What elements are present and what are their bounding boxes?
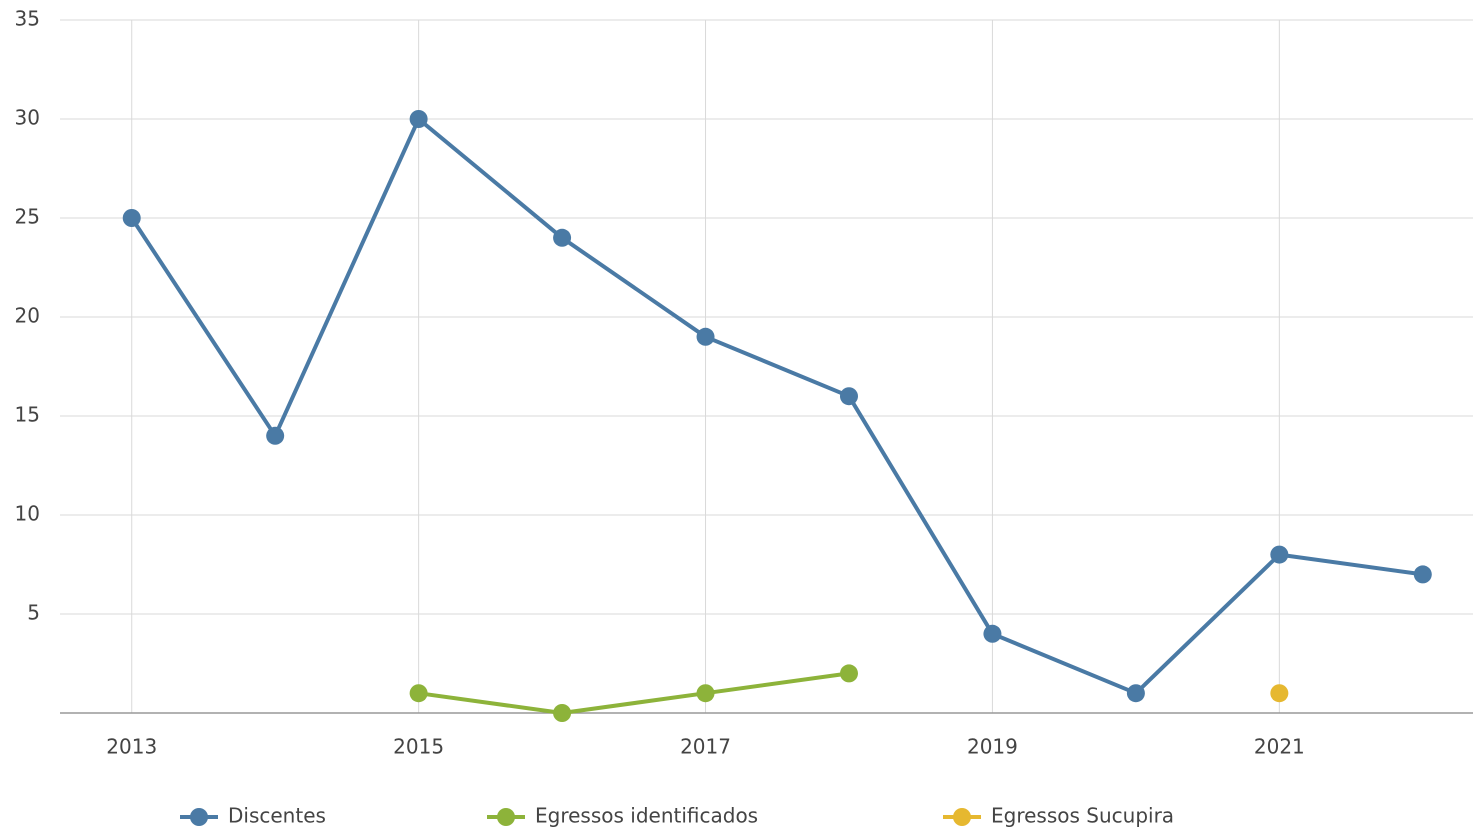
x-tick-label: 2019 bbox=[967, 735, 1018, 759]
x-tick-label: 2013 bbox=[106, 735, 157, 759]
data-point bbox=[1126, 684, 1145, 703]
y-tick-label: 20 bbox=[15, 304, 40, 328]
x-tick-label: 2015 bbox=[393, 735, 444, 759]
data-point bbox=[409, 110, 428, 128]
data-point bbox=[696, 327, 715, 346]
series-line bbox=[418, 671, 850, 715]
data-point bbox=[553, 228, 572, 247]
data-point bbox=[409, 684, 428, 703]
legend-label: Egressos identificados bbox=[535, 804, 758, 828]
data-point bbox=[1270, 545, 1289, 564]
data-point bbox=[553, 704, 572, 722]
data-point bbox=[122, 209, 141, 227]
y-tick-label: 30 bbox=[15, 106, 40, 130]
legend-marker bbox=[497, 808, 515, 826]
x-tick-label: 2021 bbox=[1254, 735, 1305, 759]
y-tick-label: 5 bbox=[27, 601, 40, 625]
legend-label: Discentes bbox=[228, 804, 326, 828]
y-tick-label: 15 bbox=[15, 403, 40, 427]
data-point bbox=[266, 426, 285, 445]
y-tick-label: 10 bbox=[15, 502, 40, 526]
data-point bbox=[839, 664, 858, 683]
data-point bbox=[696, 684, 715, 703]
y-tick-label: 25 bbox=[15, 205, 40, 229]
legend-marker bbox=[953, 808, 971, 826]
data-point bbox=[983, 624, 1002, 643]
data-point bbox=[1270, 684, 1289, 703]
data-point bbox=[839, 387, 858, 406]
data-point bbox=[1413, 565, 1432, 584]
legend-marker bbox=[190, 808, 208, 826]
y-tick-label: 35 bbox=[15, 7, 40, 31]
legend-label: Egressos Sucupira bbox=[991, 804, 1174, 828]
x-tick-label: 2017 bbox=[680, 735, 731, 759]
series-line bbox=[130, 117, 1424, 696]
